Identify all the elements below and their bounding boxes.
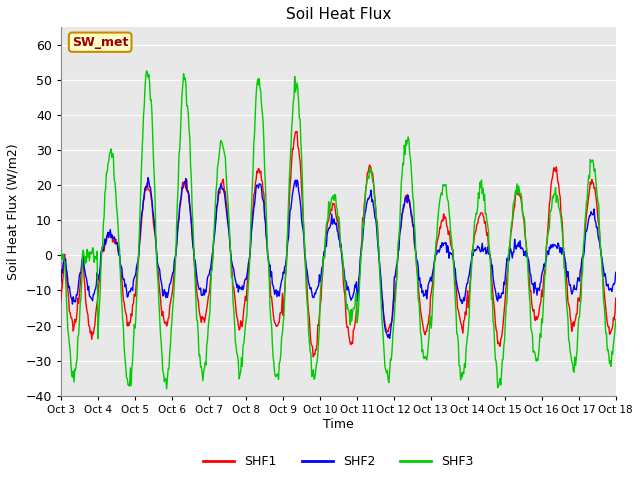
X-axis label: Time: Time	[323, 418, 354, 431]
Legend: SHF1, SHF2, SHF3: SHF1, SHF2, SHF3	[198, 450, 479, 473]
Y-axis label: Soil Heat Flux (W/m2): Soil Heat Flux (W/m2)	[7, 143, 20, 280]
Title: Soil Heat Flux: Soil Heat Flux	[285, 7, 391, 22]
Text: SW_met: SW_met	[72, 36, 129, 48]
